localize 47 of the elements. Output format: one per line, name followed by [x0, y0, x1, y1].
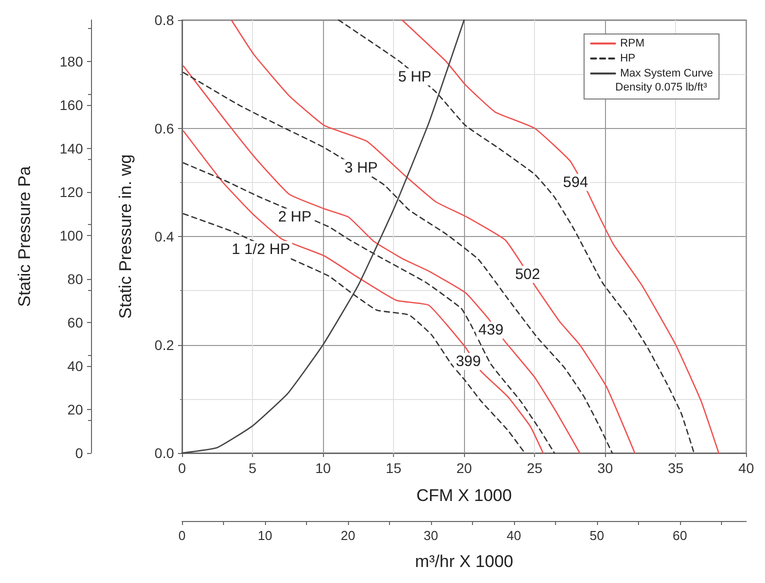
annotation: Density 0.075 lb/ft³: [615, 82, 708, 94]
y-axis-title: Static Pressure in. wg: [116, 154, 135, 319]
annotation: 1 1/2 HP: [232, 240, 290, 258]
x2-tick-label: 20: [340, 528, 356, 543]
x2-tick-label: 0: [178, 528, 186, 543]
y2-tick-label: 80: [67, 270, 84, 287]
annotation: 3 HP: [344, 159, 378, 176]
x2-tick-label: 10: [258, 528, 272, 543]
y2-tick-label: 100: [60, 227, 84, 244]
legend-label: RPM: [620, 38, 645, 50]
y2-tick-label: 20: [67, 401, 84, 418]
x2-tick-label: 40: [506, 528, 522, 543]
y2-tick-label: 160: [60, 96, 84, 113]
x-tick-label: 15: [386, 460, 402, 476]
y-tick-label: 0.6: [154, 120, 174, 136]
annotation: 502: [515, 266, 540, 283]
y-tick-label: 0.0: [154, 445, 174, 461]
x-tick-label: 40: [738, 460, 754, 476]
x-tick-label: 0: [178, 460, 186, 476]
legend-label: HP: [620, 52, 636, 64]
x2-axis-title: m³/hr X 1000: [414, 552, 514, 571]
annotation: 399: [456, 353, 481, 370]
x-tick-label: 20: [456, 460, 472, 476]
y2-tick-label: 0: [75, 445, 84, 461]
y-tick-label: 0.4: [154, 228, 174, 244]
legend-label: Max System Curve: [620, 68, 714, 80]
y2-tick-label: 60: [67, 314, 84, 330]
y2-tick-label: 120: [60, 184, 84, 200]
x-tick-label: 35: [668, 460, 684, 476]
y-tick-label: 0.8: [154, 12, 174, 28]
x2-tick-label: 30: [424, 528, 438, 543]
x-axis-title: CFM X 1000: [416, 486, 512, 505]
x-tick-label: 5: [248, 460, 257, 476]
y2-tick-label: 180: [60, 53, 84, 70]
x2-tick-label: 60: [672, 528, 688, 543]
x-tick-label: 25: [526, 460, 543, 476]
annotation: 594: [563, 174, 588, 191]
y2-tick-label: 40: [67, 358, 84, 374]
annotation: 439: [478, 322, 504, 339]
y2-tick-label: 140: [60, 140, 84, 156]
x-tick-label: 10: [315, 460, 332, 476]
x-tick-label: 30: [597, 460, 614, 476]
annotation: 2 HP: [278, 208, 312, 226]
y2-axis-title: Static Pressure Pa: [15, 166, 34, 307]
y-tick-label: 0.2: [154, 336, 174, 353]
x2-tick-label: 50: [590, 528, 604, 543]
annotation: 5 HP: [398, 68, 432, 86]
